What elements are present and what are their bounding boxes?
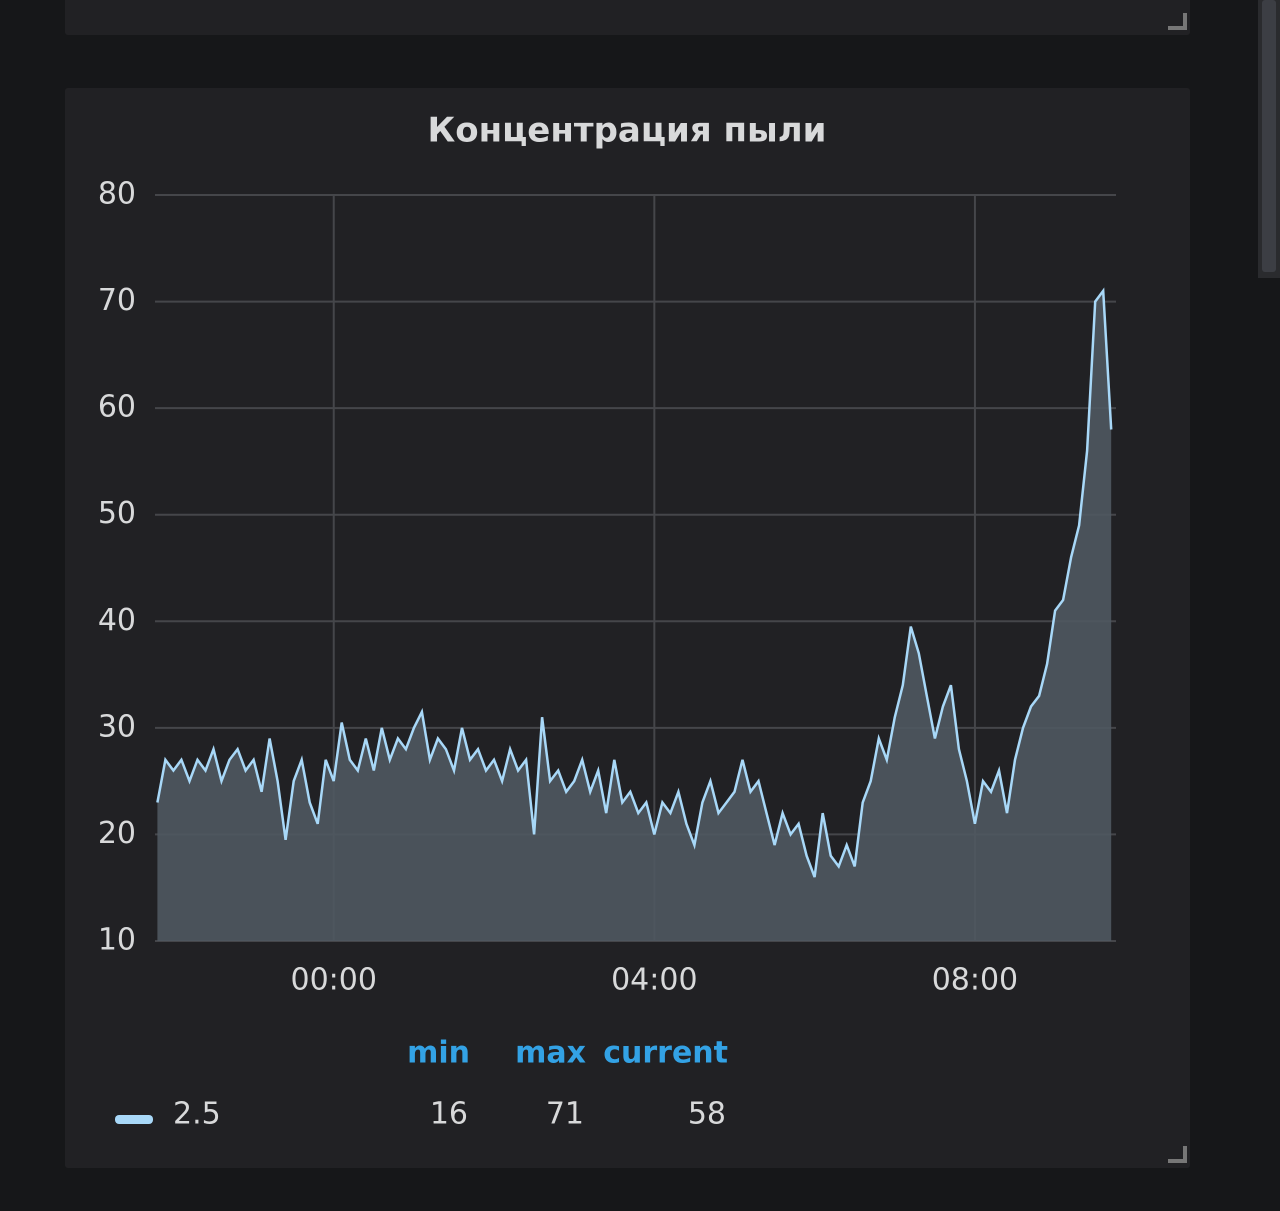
area [157, 290, 1112, 941]
y-tick-label: 10 [98, 923, 136, 958]
line [156, 287, 1113, 878]
x-tick-label: 00:00 [291, 963, 377, 998]
resize-handle[interactable] [1168, 1146, 1187, 1163]
y-tick-label: 70 [98, 283, 136, 318]
y-tick-label: 40 [98, 603, 136, 638]
legend-value: 16 [430, 1097, 468, 1132]
legend-name: 2.5 [173, 1097, 221, 1132]
legend-header: current [603, 1036, 728, 1071]
y-tick-label: 80 [98, 177, 136, 212]
panel-prev [65, 0, 1190, 35]
y-tick-label: 60 [98, 390, 136, 425]
legend-header: min [407, 1036, 470, 1071]
x-tick-label: 08:00 [932, 963, 1018, 998]
legend-swatch [115, 1115, 153, 1124]
legend-header: max [515, 1036, 586, 1071]
legend-value: 58 [688, 1097, 726, 1132]
y-tick-label: 20 [98, 816, 136, 851]
panel [65, 88, 1190, 1168]
y-tick-label: 50 [98, 496, 136, 531]
y-tick-label: 30 [98, 709, 136, 744]
scrollbar-thumb[interactable] [1262, 0, 1276, 272]
legend-value: 71 [546, 1097, 584, 1132]
resize-handle[interactable] [1168, 13, 1187, 30]
chart-title: Концентрация пыли [427, 111, 826, 151]
x-tick-label: 04:00 [611, 963, 697, 998]
